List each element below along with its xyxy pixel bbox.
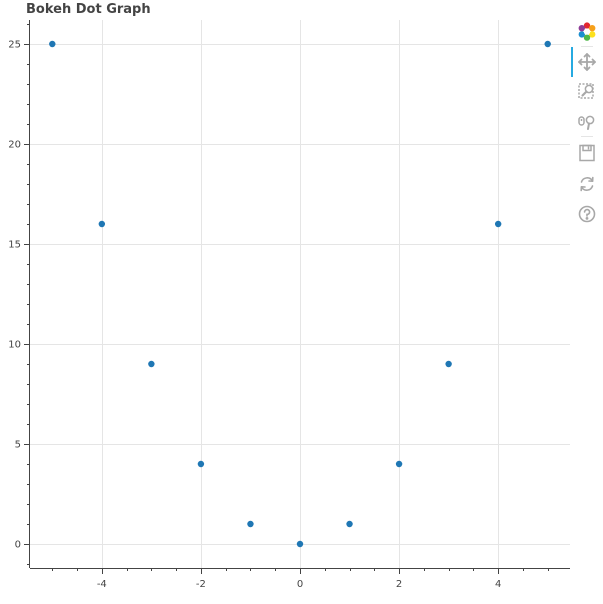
wheel-zoom-icon[interactable] (577, 112, 597, 132)
data-point (247, 520, 254, 528)
y-tick-label: 5 (15, 440, 21, 451)
data-point (346, 520, 353, 528)
x-tick-label: 4 (495, 579, 501, 590)
x-tick-label: -2 (196, 579, 206, 590)
x-tick-label: -4 (97, 579, 107, 590)
chart-title: Bokeh Dot Graph (26, 2, 151, 17)
y-tick-label: 10 (8, 340, 21, 351)
data-point (98, 220, 106, 228)
reset-icon[interactable] (577, 174, 597, 194)
box-zoom-icon[interactable] (577, 81, 597, 101)
toolbar (571, 20, 603, 230)
toolbar-separator (581, 46, 593, 47)
help-icon[interactable] (577, 204, 597, 224)
y-tick-label: 0 (15, 540, 21, 551)
data-point (49, 40, 56, 48)
data-points (49, 40, 551, 548)
data-point (296, 540, 304, 548)
data-point (395, 460, 403, 468)
toolbar-separator (581, 136, 593, 137)
axes: -4 -2 0 2 4 0 5 10 15 20 25 (8, 20, 570, 590)
data-point (445, 360, 452, 368)
x-tick-label: 0 (297, 579, 303, 590)
pan-icon[interactable] (577, 52, 597, 72)
save-icon[interactable] (577, 143, 597, 163)
grid-lines (30, 20, 570, 568)
y-tick-label: 25 (8, 40, 21, 51)
y-tick-label: 20 (8, 140, 21, 151)
data-point (148, 360, 155, 368)
y-tick-label: 15 (8, 240, 21, 251)
active-tool-indicator (571, 47, 573, 77)
x-tick-label: 2 (396, 579, 402, 590)
data-point (197, 460, 205, 468)
data-point (494, 220, 502, 228)
data-point (544, 40, 551, 48)
bokeh-logo-icon[interactable] (577, 22, 597, 42)
